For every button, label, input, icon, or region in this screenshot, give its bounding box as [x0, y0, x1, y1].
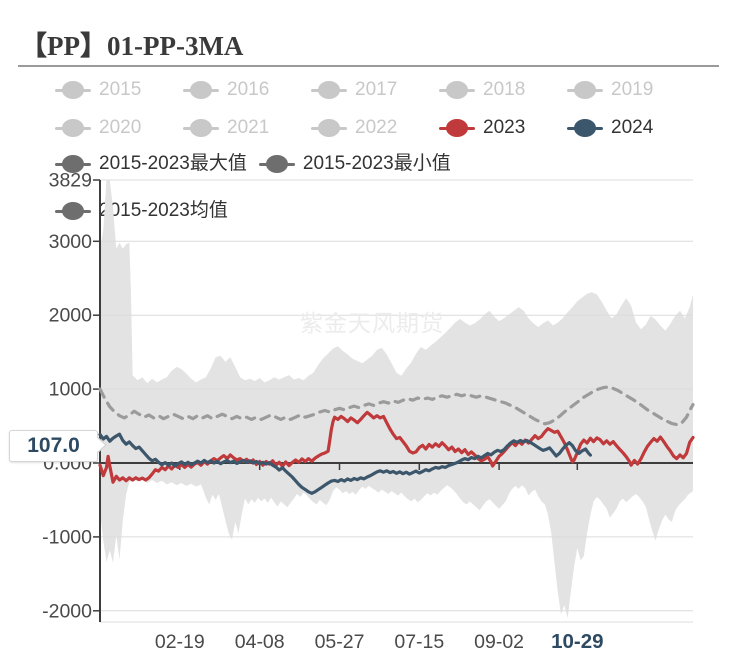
- line-circle-marker-icon: [567, 80, 603, 100]
- legend-label: 2015-2023均值: [99, 200, 228, 221]
- latest-value-badge: 107.0: [9, 430, 107, 462]
- line-circle-marker-icon: [183, 80, 219, 100]
- y-axis-label: -2000: [42, 600, 92, 622]
- y-axis-label: 1000: [49, 379, 93, 401]
- legend-row: 2015-2023均值: [55, 200, 240, 222]
- line-circle-marker-icon: [183, 118, 219, 138]
- legend-label: 2023: [483, 117, 526, 138]
- legend-label: 2015-2023最小值: [302, 153, 451, 174]
- legend-label: 2015-2023最大值: [99, 153, 247, 174]
- line-circle-marker-icon: [55, 118, 91, 138]
- x-axis-label: 05-27: [315, 631, 365, 653]
- line-circle-marker-icon: [567, 118, 603, 138]
- x-axis-label: 04-08: [235, 631, 285, 653]
- line-circle-marker-icon: [55, 154, 91, 174]
- y-axis-label: 3829: [49, 170, 92, 192]
- line-circle-marker-icon: [311, 80, 347, 100]
- watermark: 紫金天风期货: [300, 310, 444, 336]
- x-axis-label: 02-19: [155, 631, 205, 653]
- legend-item-2021[interactable]: 2021: [183, 117, 311, 139]
- y-axis-label: -1000: [42, 526, 92, 548]
- legend-label: 2022: [355, 117, 398, 138]
- legend-label: 2024: [611, 117, 654, 138]
- page-title: 【PP】01-PP-3MA: [20, 31, 244, 61]
- legend-label: 2021: [227, 117, 270, 138]
- series-2015-2023均值: [98, 385, 695, 427]
- latest-value-text: 107.0: [27, 434, 80, 457]
- legend-item-2024[interactable]: 2024: [567, 117, 695, 139]
- legend-item-2018[interactable]: 2018: [439, 79, 567, 101]
- legend-item-2023[interactable]: 2023: [439, 117, 567, 139]
- x-axis-label: 09-02: [474, 631, 524, 653]
- line-circle-marker-icon: [311, 118, 347, 138]
- title-divider: [18, 65, 719, 67]
- legend-label: 2016: [227, 79, 270, 100]
- min-max-band: [100, 180, 693, 619]
- legend-row: 2015-2023最大值 2015-2023最小值: [55, 153, 463, 175]
- x-axis-label-highlight: 10-29: [551, 630, 603, 653]
- legend-item-2017[interactable]: 2017: [311, 79, 439, 101]
- line-circle-marker-icon: [439, 118, 475, 138]
- series-2024: [98, 432, 592, 495]
- legend-label: 2019: [611, 79, 654, 100]
- badge-arrow-icon: [96, 437, 105, 453]
- y-axis-label: 2000: [49, 305, 93, 327]
- legend-item-2015[interactable]: 2015: [55, 79, 183, 101]
- legend-row: 2020 2021 2022 2023 2024: [55, 117, 695, 139]
- legend-item-2020[interactable]: 2020: [55, 117, 183, 139]
- legend-row: 2015 2016 2017 2018 2019: [55, 79, 695, 101]
- line-circle-marker-icon: [439, 80, 475, 100]
- legend-item-2019[interactable]: 2019: [567, 79, 695, 101]
- legend-label: 2020: [99, 117, 142, 138]
- line-circle-marker-icon: [55, 201, 91, 221]
- line-circle-marker-icon: [258, 154, 295, 174]
- legend-item-2016[interactable]: 2016: [183, 79, 311, 101]
- legend-item-2015-2023最大值[interactable]: 2015-2023最大值: [55, 153, 247, 175]
- line-circle-marker-icon: [55, 80, 91, 100]
- legend-item-2015-2023均值[interactable]: 2015-2023均值: [55, 200, 228, 222]
- legend-label: 2017: [355, 79, 398, 100]
- legend-item-2015-2023最小值[interactable]: 2015-2023最小值: [258, 153, 451, 175]
- y-axis-label: 3000: [49, 231, 93, 253]
- legend-item-2022[interactable]: 2022: [311, 117, 439, 139]
- legend-label: 2015: [99, 79, 142, 100]
- legend-label: 2018: [483, 79, 526, 100]
- x-axis-label: 07-15: [394, 631, 444, 653]
